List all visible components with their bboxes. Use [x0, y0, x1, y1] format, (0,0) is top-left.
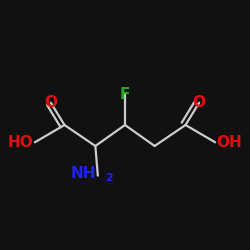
- Text: NH: NH: [71, 166, 96, 181]
- Text: O: O: [44, 95, 58, 110]
- Text: OH: OH: [216, 135, 242, 150]
- Text: F: F: [120, 86, 130, 102]
- Text: 2: 2: [105, 172, 113, 182]
- Text: O: O: [192, 95, 205, 110]
- Text: HO: HO: [8, 135, 34, 150]
